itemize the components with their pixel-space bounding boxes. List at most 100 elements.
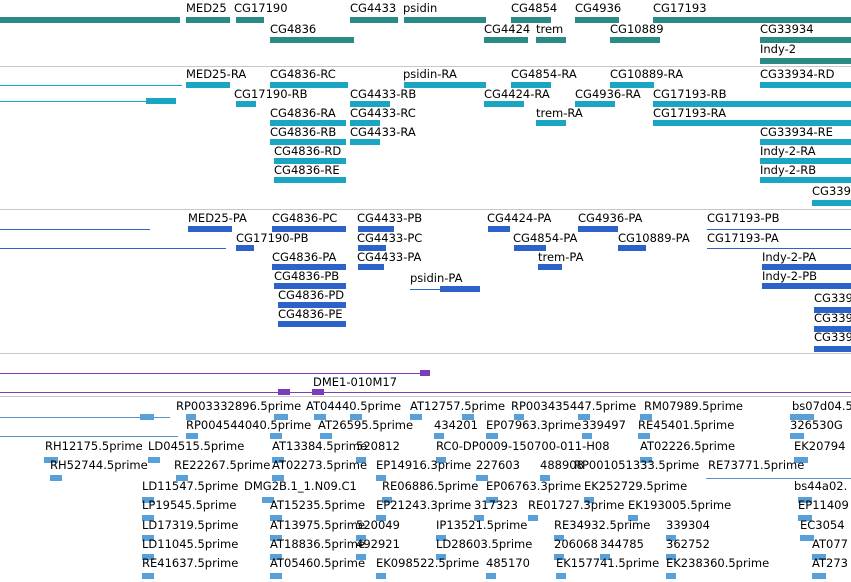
protein-label[interactable]: CG4936-PA [578, 211, 643, 225]
est-feature[interactable] [476, 475, 488, 481]
protein-label[interactable]: CG17190-PB [236, 231, 309, 245]
transcript-feature[interactable] [274, 158, 346, 164]
gene-label[interactable]: CG4433 [350, 1, 397, 15]
est-feature[interactable] [142, 573, 154, 579]
transcript-feature[interactable] [812, 200, 851, 206]
est-feature[interactable] [356, 554, 366, 560]
est-label[interactable]: AT04440.5prime [306, 399, 402, 413]
gene-label[interactable]: CG17190 [234, 1, 288, 15]
est-feature[interactable] [148, 457, 160, 463]
est-feature[interactable] [376, 515, 386, 521]
est-label[interactable]: RP004544040.5prime [186, 418, 312, 432]
transcript-label[interactable]: psidin-RA [403, 67, 457, 81]
transcript-label[interactable]: CG33934-RE [760, 125, 833, 139]
protein-label[interactable]: MED25-PA [188, 211, 247, 225]
gene-label[interactable]: psidin [403, 1, 438, 15]
est-label[interactable]: AT15235.5prime [270, 498, 366, 512]
protein-feature[interactable] [762, 264, 851, 270]
est-label[interactable]: LD28603.5prime [436, 537, 533, 551]
est-line[interactable] [0, 417, 170, 418]
est-feature[interactable] [44, 457, 58, 463]
est-label[interactable]: RE41637.5prime [142, 556, 239, 570]
transcript-feature[interactable] [653, 101, 851, 107]
protein-label[interactable]: CG4836-PC [272, 211, 338, 225]
transcript-feature[interactable] [536, 120, 566, 126]
gene-feature[interactable] [511, 17, 551, 23]
est-feature[interactable] [600, 554, 610, 560]
est-feature[interactable] [50, 475, 62, 481]
est-feature[interactable] [794, 457, 808, 463]
gene-feature[interactable] [236, 17, 264, 23]
est-feature[interactable] [186, 433, 198, 439]
est-label[interactable]: 206068 [554, 537, 598, 551]
transcript-label[interactable]: CG4433-RB [350, 87, 417, 101]
est-feature[interactable] [356, 457, 366, 463]
gene-label[interactable]: CG4854 [511, 1, 558, 15]
protein-label[interactable]: trem-PA [538, 250, 584, 264]
est-label[interactable]: RE45401.5prime [638, 418, 735, 432]
est-label[interactable]: AT077 [812, 537, 848, 551]
protein-feature[interactable] [538, 264, 562, 270]
est-feature[interactable] [486, 497, 498, 503]
protein-feature[interactable] [814, 326, 851, 332]
est-feature[interactable] [376, 573, 386, 579]
est-feature[interactable] [350, 414, 362, 420]
protein-feature[interactable] [578, 226, 618, 232]
protein-line[interactable] [0, 248, 226, 249]
transcript-feature[interactable] [760, 158, 851, 164]
clone-feature[interactable] [312, 389, 324, 395]
est-line[interactable] [0, 436, 178, 437]
est-label[interactable]: 488908 [540, 458, 584, 472]
est-feature[interactable] [474, 515, 484, 521]
est-label[interactable]: RE22267.5prime [174, 458, 271, 472]
est-feature[interactable] [272, 457, 284, 463]
est-label[interactable]: EP11409 [798, 498, 849, 512]
transcript-feature[interactable] [350, 101, 390, 107]
est-feature[interactable] [434, 433, 444, 439]
est-label[interactable]: 362752 [666, 537, 710, 551]
est-label[interactable]: AT05460.5prime [270, 556, 366, 570]
est-label[interactable]: LD11045.5prime [142, 537, 239, 551]
est-label[interactable]: LD04515.5prime [148, 439, 245, 453]
est-feature[interactable] [584, 497, 594, 503]
protein-label[interactable]: CG4433-PC [357, 231, 423, 245]
est-label[interactable]: AT02273.5prime [272, 458, 368, 472]
protein-feature[interactable] [358, 264, 384, 270]
est-label[interactable]: bs44a02. [794, 479, 848, 493]
est-feature[interactable] [554, 535, 564, 541]
est-label[interactable]: 434201 [434, 418, 478, 432]
gene-feature[interactable] [760, 58, 851, 64]
gene-feature[interactable] [575, 17, 619, 23]
est-label[interactable]: RE06886.5prime [382, 479, 479, 493]
clone-feature[interactable] [420, 370, 430, 376]
gene-label[interactable]: CG17193 [653, 1, 707, 15]
est-feature[interactable] [666, 554, 676, 560]
protein-feature[interactable] [236, 245, 254, 251]
est-label[interactable]: 344785 [600, 537, 644, 551]
est-label[interactable]: LD17319.5prime [142, 518, 239, 532]
gene-label[interactable]: trem [536, 22, 564, 36]
gene-label[interactable]: CG10889 [610, 22, 664, 36]
est-feature[interactable] [320, 433, 332, 439]
est-feature[interactable] [410, 414, 422, 420]
protein-label[interactable]: CG339 [814, 311, 851, 325]
est-label[interactable]: RP003435447.5prime [511, 399, 637, 413]
est-label[interactable]: RH12175.5prime [45, 439, 143, 453]
protein-label[interactable]: CG4836-PB [274, 269, 340, 283]
est-label[interactable]: EP21243.3prime [376, 498, 472, 512]
est-feature[interactable] [262, 497, 274, 503]
transcript-label[interactable]: CG4424-RA [484, 87, 550, 101]
protein-feature[interactable] [762, 283, 851, 289]
gene-feature[interactable] [610, 37, 660, 43]
est-label[interactable]: IP13521.5prime [436, 518, 528, 532]
gene-feature[interactable] [536, 37, 566, 43]
est-label[interactable]: 520812 [356, 439, 400, 453]
transcript-label[interactable]: Indy-2-RB [760, 163, 817, 177]
transcript-line[interactable] [0, 101, 176, 102]
gene-label[interactable]: Indy-2 [760, 42, 797, 56]
transcript-feature[interactable] [575, 101, 615, 107]
transcript-label[interactable]: CG4936-RA [575, 87, 641, 101]
protein-label[interactable]: CG4854-PA [513, 231, 578, 245]
protein-feature[interactable] [814, 307, 851, 313]
est-feature[interactable] [382, 497, 392, 503]
